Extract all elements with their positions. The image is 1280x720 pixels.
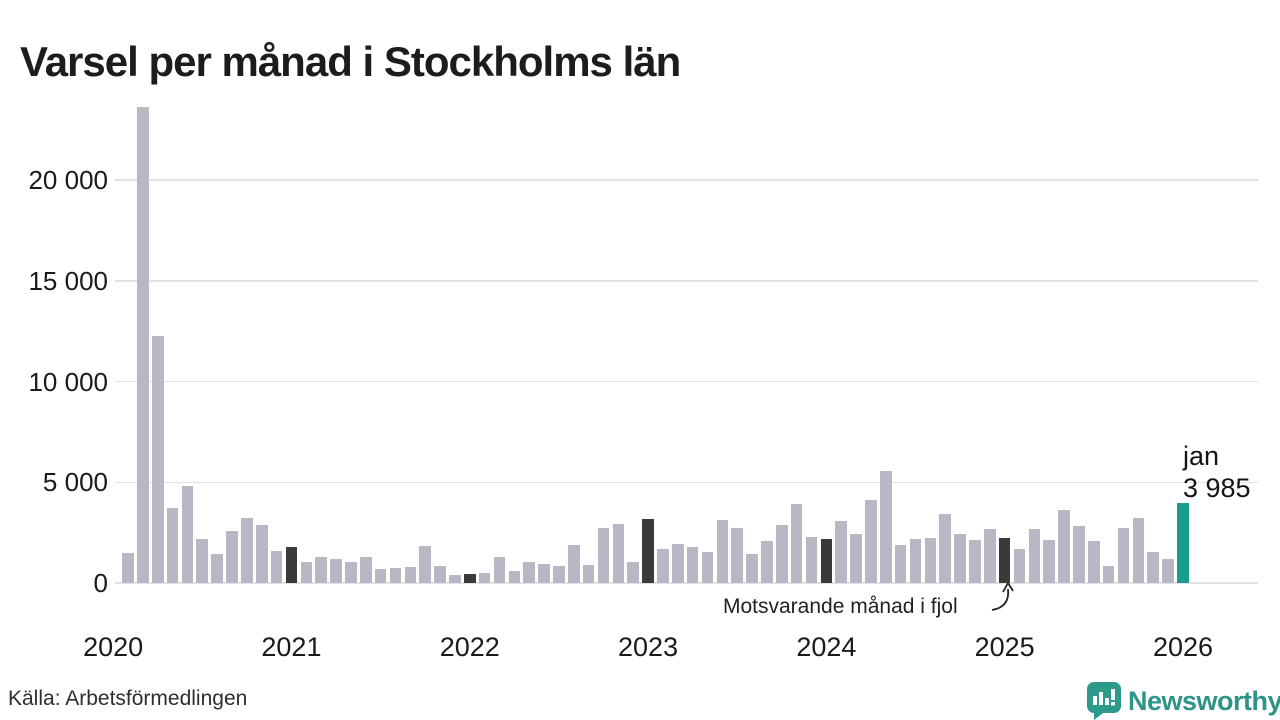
bar-2023-04 [686,546,699,583]
bar-2023-10 [775,524,788,583]
bar-2025-10 [1132,517,1145,583]
bar-2020-04 [151,336,164,583]
bar-2021-12 [449,574,461,583]
x-tick-label-2024: 2024 [796,632,857,662]
gridline-5000 [115,481,1258,484]
bar-2022-08 [567,544,580,583]
bar-2024-12 [984,528,996,583]
bar-2026-01 [1177,502,1189,583]
source-note: Källa: Arbetsförmedlingen [8,687,248,710]
bar-2021-11 [434,565,446,583]
newsworthy-logo: Newsworthy [1086,682,1280,720]
bar-2022-09 [582,564,595,583]
y-tick-label: 5 000 [42,467,108,498]
bar-2024-03 [850,533,862,583]
bar-2024-10 [954,533,966,583]
bar-2021-03 [315,556,327,583]
bar-2022-12 [627,561,639,583]
bar-2022-04 [508,570,521,583]
bar-2020-08 [211,553,223,583]
bar-2024-05 [880,471,892,583]
bar-2022-01 [463,573,476,583]
newsworthy-icon [1087,682,1121,720]
y-tick-label: 15 000 [28,265,108,296]
bar-2021-01 [285,546,298,583]
bar-2021-06 [359,556,372,583]
bar-2024-07 [909,538,922,583]
current-month-label: jan 3 985 [1183,440,1251,504]
bar-2022-11 [612,523,625,583]
chart-title: Varsel per månad i Stockholms län [20,38,681,86]
bar-2022-07 [553,565,565,583]
bar-2023-01 [642,518,654,583]
bar-2020-11 [255,524,268,583]
newsworthy-wordmark: Newsworthy [1128,685,1280,716]
bar-2022-02 [478,572,491,583]
bar-2020-02 [122,552,134,583]
annotation-arrow-icon [991,582,1014,611]
y-tick-label: 20 000 [28,165,108,196]
x-tick-label-2022: 2022 [439,632,500,662]
bar-2025-11 [1147,551,1160,583]
bar-2020-06 [181,486,194,583]
bar-2021-07 [374,568,387,583]
bar-2023-09 [761,540,773,583]
bar-2020-12 [270,550,283,583]
bar-2020-09 [226,530,238,583]
bar-2024-08 [924,537,937,583]
current-month-name: jan [1183,441,1220,471]
bar-2022-03 [493,556,506,583]
bar-2021-02 [300,561,313,583]
bar-2021-10 [419,545,431,583]
bar-2023-03 [671,543,684,583]
bar-2025-01 [998,537,1011,583]
bar-2023-08 [746,553,758,583]
bar-2025-03 [1028,528,1041,583]
bar-2025-12 [1162,558,1174,583]
x-tick-label-2023: 2023 [618,632,679,662]
bar-2022-05 [523,561,535,583]
bar-2025-09 [1117,527,1130,583]
gridline-15000 [115,280,1258,282]
bar-2020-05 [166,508,179,583]
x-tick-label-2025: 2025 [974,632,1035,662]
bar-2021-05 [345,561,357,583]
bar-2020-10 [241,517,253,583]
bar-2021-04 [330,558,342,583]
bar-2024-06 [894,544,907,583]
bar-2025-08 [1102,565,1115,583]
bar-2022-06 [538,563,550,583]
bar-2025-04 [1043,539,1056,583]
bar-2025-07 [1088,540,1100,583]
bar-2024-02 [835,520,848,583]
x-tick-label-2020: 2020 [83,632,144,662]
bar-2022-10 [597,527,610,583]
bar-2025-02 [1013,548,1026,583]
bar-2023-05 [701,551,714,583]
bar-2020-07 [196,538,209,583]
bar-2020-03 [137,106,149,583]
bar-2024-04 [865,500,877,583]
bar-2023-11 [790,504,803,583]
y-tick-label: 0 [93,568,108,598]
gridline-20000 [115,179,1258,181]
x-tick-label-2021: 2021 [261,632,322,662]
bar-2023-12 [805,536,818,583]
gridline-0 [115,582,1258,584]
bar-2024-11 [969,539,981,583]
bar-2021-09 [404,566,417,583]
annotation-last-year: Motsvarande månad i fjol [723,595,958,618]
y-tick-label: 10 000 [28,366,108,397]
x-tick-label-2026: 2026 [1152,632,1214,662]
bar-2023-02 [657,548,669,583]
bar-2023-07 [731,527,743,583]
bar-2023-06 [716,519,729,583]
bar-2025-06 [1073,525,1085,583]
bar-2024-09 [939,513,952,583]
bar-2025-05 [1058,510,1070,583]
bar-2021-08 [389,567,402,583]
current-month-value: 3 985 [1183,473,1251,503]
bar-2024-01 [820,538,833,583]
gridline-10000 [115,380,1258,383]
